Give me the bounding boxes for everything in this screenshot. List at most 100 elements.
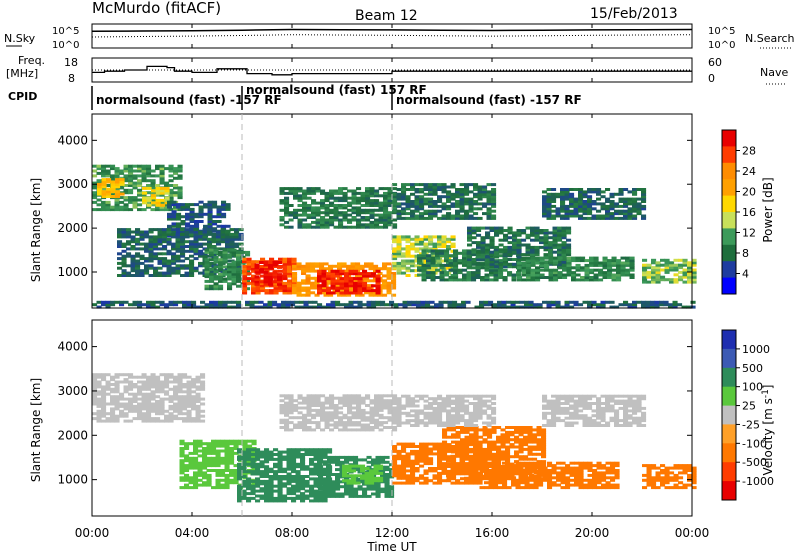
data-cell [378, 208, 384, 212]
data-cell [251, 269, 257, 273]
data-cell [259, 489, 265, 493]
data-cell [141, 387, 147, 391]
data-cell [678, 258, 684, 262]
data-cell [326, 289, 332, 293]
data-cell [396, 235, 402, 239]
data-cell [254, 277, 260, 281]
data-cell [175, 235, 181, 239]
data-cell [378, 404, 384, 407]
data-cell [224, 461, 230, 465]
data-cell [246, 450, 252, 454]
data-cell [566, 253, 572, 257]
data-cell [284, 199, 290, 203]
data-cell [486, 197, 492, 201]
data-cell [146, 375, 152, 379]
data-cell [330, 281, 336, 285]
data-cell [437, 245, 443, 248]
data-cell [135, 254, 141, 258]
data-cell [159, 176, 165, 180]
data-cell [459, 209, 465, 213]
data-cell [150, 191, 156, 195]
data-cell [268, 475, 274, 478]
data-cell [317, 272, 323, 276]
data-cell [535, 261, 541, 265]
data-cell [391, 276, 397, 280]
data-cell [229, 235, 235, 239]
data-cell [651, 266, 657, 270]
data-cell [179, 447, 185, 450]
data-cell [227, 275, 233, 279]
data-cell [473, 200, 479, 203]
data-cell [357, 281, 363, 285]
data-cell [193, 483, 199, 487]
data-cell [374, 413, 380, 417]
data-cell [146, 414, 152, 418]
data-cell [305, 267, 311, 271]
data-cell [632, 204, 638, 208]
data-cell [618, 209, 624, 213]
data-cell [426, 266, 432, 270]
data-cell [623, 216, 629, 220]
data-cell [188, 461, 194, 465]
data-cell [279, 189, 285, 193]
data-cell [279, 187, 285, 191]
data-cell [264, 448, 270, 452]
data-cell [542, 190, 548, 194]
data-cell [386, 286, 392, 290]
data-cell [489, 260, 495, 264]
data-cell [155, 378, 161, 382]
data-cell [101, 178, 107, 182]
data-cell [356, 416, 362, 420]
data-cell [362, 274, 368, 278]
data-cell [286, 455, 292, 459]
data-cell [383, 216, 389, 219]
data-cell [177, 176, 183, 180]
data-cell [234, 245, 240, 248]
data-cell [237, 457, 243, 461]
data-cell [542, 300, 548, 304]
data-cell [293, 406, 299, 410]
data-cell [687, 273, 693, 277]
data-cell [101, 164, 107, 168]
data-cell [282, 260, 288, 264]
data-cell [342, 199, 348, 203]
data-cell [176, 203, 182, 207]
data-cell [279, 191, 285, 195]
data-cell [255, 479, 261, 483]
data-cell [282, 499, 288, 503]
data-cell [548, 250, 554, 254]
data-cell [309, 460, 315, 464]
data-cell [148, 235, 154, 239]
data-cell [347, 225, 353, 229]
data-cell [194, 215, 200, 219]
data-cell [168, 414, 174, 418]
data-cell [277, 467, 283, 471]
data-cell [292, 291, 298, 295]
data-cell [229, 478, 235, 482]
data-cell [552, 226, 558, 230]
data-cell [119, 414, 125, 418]
data-cell [468, 216, 474, 220]
data-cell [428, 209, 434, 213]
data-cell [625, 256, 631, 260]
data-cell [401, 190, 407, 194]
data-cell [222, 253, 228, 257]
data-cell [311, 416, 317, 420]
data-cell [146, 167, 152, 171]
data-cell [92, 303, 98, 307]
data-cell [356, 413, 362, 417]
data-cell [164, 380, 170, 384]
data-cell [245, 303, 251, 307]
data-cell [338, 225, 344, 229]
data-cell [480, 258, 486, 261]
data-cell [193, 249, 199, 253]
data-cell [383, 187, 389, 191]
data-cell [251, 442, 257, 446]
data-cell [534, 248, 540, 252]
data-cell [356, 208, 362, 212]
data-cell [101, 397, 107, 401]
data-cell [128, 184, 134, 187]
data-cell [557, 276, 563, 279]
data-cell [301, 272, 307, 275]
data-cell [168, 407, 174, 411]
